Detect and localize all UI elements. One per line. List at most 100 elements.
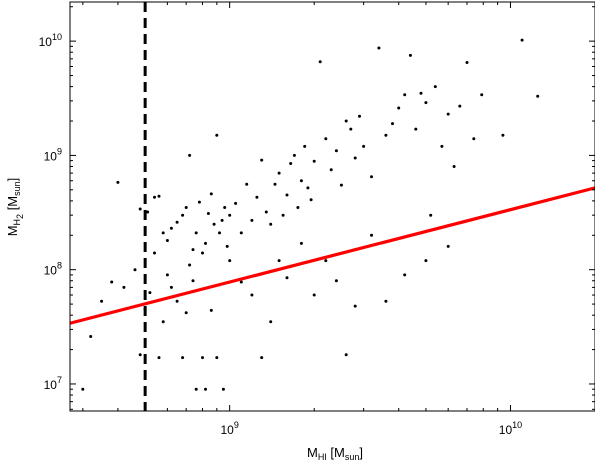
- data-point: [138, 207, 142, 211]
- data-point: [299, 241, 303, 245]
- data-point: [344, 353, 348, 357]
- data-point: [215, 133, 219, 137]
- y-axis-label-unit-sub: sun: [12, 181, 22, 196]
- data-point: [391, 122, 394, 126]
- data-point: [157, 194, 161, 198]
- data-point: [264, 210, 268, 214]
- data-point: [260, 356, 264, 360]
- data-point: [277, 171, 281, 175]
- data-point: [384, 299, 388, 303]
- data-point: [458, 104, 462, 108]
- data-point: [169, 226, 173, 230]
- data-point: [344, 119, 348, 123]
- data-point: [239, 231, 243, 235]
- x-axis-label-unit-open: [M: [327, 445, 345, 460]
- data-point: [306, 186, 310, 190]
- data-point: [228, 259, 232, 263]
- y-axis-label-unit-close: ]: [5, 178, 20, 182]
- data-point: [414, 127, 418, 131]
- ticks-layer: 109 1010 107 108 109 1010: [39, 2, 595, 437]
- y-axis-label-unit-open: [M: [5, 196, 20, 214]
- y-axis-label-sub: H: [12, 219, 22, 226]
- data-point: [188, 153, 192, 157]
- data-point: [465, 61, 469, 64]
- data-point: [339, 183, 343, 187]
- data-point: [201, 356, 204, 360]
- data-point: [215, 356, 219, 360]
- x-tick-label: 1010: [499, 420, 522, 437]
- data-point: [281, 213, 285, 217]
- y-tick-label: 107: [44, 375, 62, 392]
- data-point: [239, 280, 243, 284]
- data-point: [194, 231, 198, 235]
- data-point: [153, 251, 156, 255]
- data-point: [353, 156, 357, 160]
- data-point: [334, 149, 338, 153]
- data-point: [204, 241, 207, 245]
- data-point: [89, 335, 93, 338]
- data-point: [220, 218, 224, 222]
- data-point: [175, 220, 179, 224]
- data-point: [146, 210, 150, 214]
- data-point: [206, 212, 210, 215]
- data-point: [245, 182, 249, 186]
- data-point: [520, 38, 524, 42]
- data-point: [260, 158, 264, 162]
- data-point: [255, 195, 259, 199]
- data-point: [285, 276, 289, 280]
- x-axis-label-unit-close: ]: [359, 445, 363, 460]
- data-point: [480, 93, 484, 97]
- data-point: [334, 279, 338, 283]
- data-point: [181, 213, 185, 217]
- data-point: [194, 387, 198, 391]
- data-point: [250, 293, 254, 297]
- y-tick-label: 109: [44, 146, 62, 163]
- data-point: [116, 180, 120, 184]
- data-point: [433, 85, 437, 89]
- data-point: [384, 133, 388, 137]
- data-point: [362, 144, 366, 148]
- x-tick-label: 109: [220, 420, 238, 437]
- data-point: [204, 387, 207, 391]
- data-point: [169, 285, 173, 289]
- y-tick-label: 1010: [39, 32, 62, 49]
- data-point: [424, 101, 428, 105]
- data-point: [209, 192, 213, 196]
- data-point: [349, 127, 353, 131]
- data-point: [269, 320, 273, 324]
- data-point: [536, 94, 540, 98]
- data-point: [312, 293, 316, 297]
- x-axis-label-sub: HI: [318, 452, 327, 462]
- data-point: [81, 387, 85, 391]
- data-point: [440, 144, 444, 148]
- data-point: [299, 179, 303, 183]
- y-axis-label-subsub: 2: [15, 214, 25, 219]
- data-point: [201, 251, 204, 255]
- data-point: [110, 280, 114, 284]
- data-point: [419, 91, 423, 95]
- data-point: [303, 144, 307, 148]
- data-point: [429, 213, 433, 217]
- data-point: [161, 231, 165, 235]
- x-axis-label: MHI [Msun]: [307, 445, 363, 462]
- data-point: [446, 112, 450, 116]
- data-point: [221, 387, 225, 391]
- data-point: [318, 60, 322, 64]
- data-point: [197, 200, 201, 204]
- data-point: [446, 244, 450, 248]
- y-tick-label: 108: [44, 261, 62, 278]
- data-point: [165, 273, 169, 277]
- data-point: [408, 53, 412, 57]
- data-point: [234, 201, 238, 205]
- data-point: [175, 299, 179, 303]
- data-point: [209, 308, 213, 312]
- data-point: [377, 46, 381, 50]
- data-point: [370, 175, 373, 179]
- data-point: [122, 285, 126, 289]
- data-point: [289, 162, 293, 165]
- data-point: [184, 311, 188, 315]
- data-point: [312, 159, 316, 163]
- plot-frame: [69, 1, 595, 412]
- data-point: [225, 244, 229, 248]
